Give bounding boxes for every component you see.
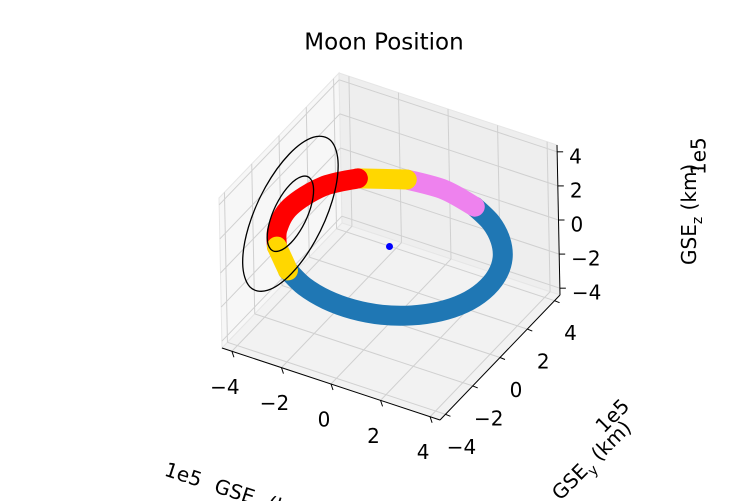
x-tick-label: −2 [260, 391, 289, 415]
x-tick [280, 367, 284, 374]
grid-line [336, 228, 555, 302]
y-axis-label: GSEy (km) [546, 415, 639, 501]
y-tick [445, 413, 451, 417]
chart-title: Moon Position [304, 30, 463, 56]
x-tick [231, 351, 235, 358]
boundary-loop [266, 175, 315, 253]
x-tick [330, 383, 334, 391]
z-label-unit: (km) [677, 164, 701, 217]
x-tick-label: 4 [417, 440, 430, 464]
grid-line [221, 215, 343, 342]
y-tick-label: 2 [537, 350, 550, 374]
x-label-sub: x [249, 499, 262, 501]
grid-line [227, 341, 446, 415]
grid-line [341, 215, 561, 289]
y-tick [527, 328, 533, 332]
z-axis-label: GSEz (km) [677, 164, 707, 265]
z-offset: 1e5 [687, 137, 711, 175]
grid-line [341, 181, 560, 255]
z-label-main: GSE [677, 224, 701, 265]
z-tick-label: 2 [570, 178, 583, 202]
x-tick-label: 2 [367, 424, 380, 448]
x-tick [380, 400, 384, 407]
x-label-unit: (km) [258, 488, 316, 501]
grid-line [218, 79, 340, 206]
boundary-loop [242, 135, 339, 292]
x-tick-label: −4 [210, 375, 239, 399]
x-label-main: GSE [212, 473, 258, 501]
z-tick-label: −2 [571, 247, 600, 271]
z-label-sub: z [690, 217, 706, 224]
grid-line [338, 79, 558, 153]
orbit-segment [266, 168, 368, 257]
y-tick-label: 4 [564, 321, 577, 345]
grid-line [219, 113, 341, 240]
x-axis-label: GSEx (km) [210, 473, 316, 501]
y-tick [499, 357, 506, 360]
z-tick-label: 0 [571, 213, 584, 237]
orbit-segment [266, 236, 298, 281]
y-tick [554, 300, 560, 304]
grid-line [254, 313, 473, 387]
x-tick-label: 0 [318, 408, 331, 432]
x-offset: 1e5 [162, 457, 205, 491]
grid-line [339, 113, 558, 187]
marks [242, 135, 513, 326]
y-tick-label: −4 [447, 435, 476, 459]
z-tick-label: −4 [572, 281, 601, 305]
y-label-main: GSE [546, 459, 592, 501]
grid-line [309, 256, 528, 330]
x-tick [429, 416, 433, 423]
orbit-segment [277, 196, 513, 326]
z-tick-label: 4 [569, 144, 582, 168]
point [386, 243, 393, 250]
y-tick-label: 0 [510, 378, 523, 402]
y-tick-label: −2 [474, 406, 503, 430]
y-tick [472, 385, 478, 389]
